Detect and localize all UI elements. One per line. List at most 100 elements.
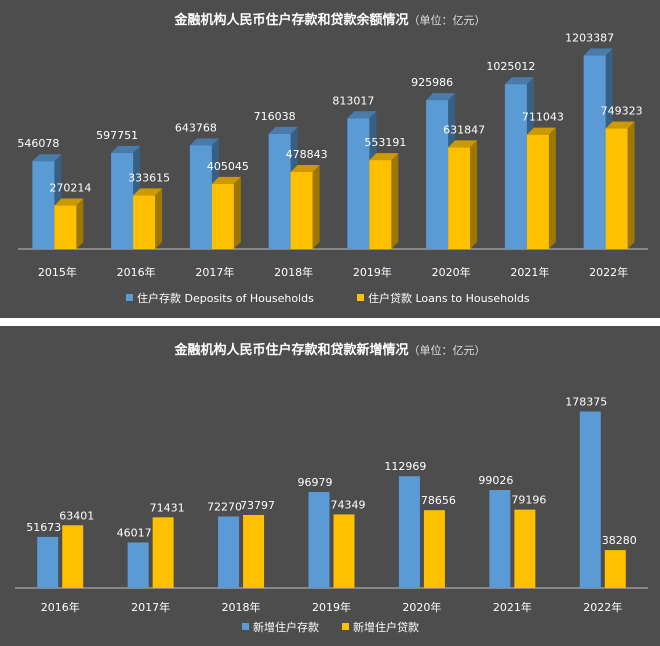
bar-top-0-0 — [32, 154, 62, 162]
bar-top-0-2 — [189, 138, 219, 146]
bar-top-1-3 — [290, 165, 320, 173]
chart-title-unit: （单位：亿元） — [409, 13, 486, 27]
data-label-0-7: 1203387 — [565, 32, 614, 45]
data-label-1-3: 74349 — [331, 498, 366, 511]
bar-1-5 — [514, 509, 536, 588]
bar-side-1-2 — [233, 176, 241, 249]
data-label-0-0: 546078 — [17, 137, 59, 150]
bar-top-1-1 — [133, 188, 163, 196]
chart-title: 金融机构人民币住户存款和贷款余额情况（单位：亿元） — [173, 12, 485, 28]
balance-chart-panel: 金融机构人民币住户存款和贷款余额情况（单位：亿元） 546078 270214 201… — [0, 0, 660, 318]
data-label-0-3: 716038 — [254, 110, 296, 123]
increase-chart-panel: 金融机构人民币住户存款和贷款新增情况（单位：亿元） 51673 63401 2016年… — [0, 326, 660, 646]
data-label-0-4: 112969 — [384, 460, 426, 473]
chart-title-unit: （单位：亿元） — [409, 343, 486, 357]
data-label-1-0: 270214 — [49, 182, 91, 195]
data-label-0-3: 96979 — [298, 476, 333, 489]
bar-side-1-4 — [391, 153, 399, 249]
x-tick-label-3: 2018年 — [274, 265, 313, 279]
x-tick-label-4: 2020年 — [402, 600, 441, 614]
data-label-1-2: 405045 — [207, 160, 249, 173]
x-tick-label-4: 2019年 — [353, 265, 392, 279]
bar-0-7 — [583, 55, 606, 250]
bar-0-4 — [347, 118, 370, 249]
bar-top-1-0 — [54, 198, 84, 206]
data-label-1-1: 71431 — [150, 501, 185, 514]
data-label-0-5: 99026 — [478, 474, 513, 487]
x-tick-label-6: 2021年 — [510, 265, 549, 279]
bar-1-6 — [526, 134, 549, 249]
bar-top-0-1 — [111, 145, 141, 153]
bar-1-0 — [62, 525, 84, 588]
data-label-1-0: 63401 — [59, 509, 94, 522]
data-label-0-1: 597751 — [96, 129, 138, 142]
data-label-0-6: 178375 — [565, 396, 607, 409]
bar-0-5 — [489, 490, 511, 588]
data-label-0-1: 46017 — [117, 526, 152, 539]
bar-0-0 — [32, 161, 55, 249]
x-tick-label-5: 2021年 — [493, 600, 532, 614]
x-tick-label-7: 2022年 — [589, 265, 628, 279]
bar-1-7 — [605, 128, 628, 249]
bar-side-1-6 — [548, 127, 556, 249]
bar-0-6 — [504, 84, 527, 249]
bar-top-0-6 — [504, 77, 534, 85]
bar-0-3 — [268, 133, 291, 249]
data-label-1-4: 553191 — [364, 136, 406, 149]
x-tick-label-0: 2015年 — [38, 265, 77, 279]
bar-0-0 — [37, 536, 59, 588]
bar-top-1-4 — [369, 153, 399, 161]
bar-side-1-0 — [76, 198, 84, 249]
legend-swatch-0 — [126, 294, 133, 301]
data-label-0-0: 51673 — [26, 521, 61, 534]
data-label-0-4: 813017 — [332, 94, 374, 107]
data-label-1-4: 78656 — [421, 494, 456, 507]
legend-swatch-1 — [342, 623, 349, 630]
bar-top-1-7 — [605, 121, 635, 129]
bar-top-0-3 — [268, 126, 298, 134]
bar-0-1 — [111, 152, 134, 249]
data-label-1-5: 79196 — [511, 494, 546, 507]
data-label-1-5: 631847 — [443, 123, 485, 136]
bar-1-2 — [243, 514, 265, 588]
x-tick-label-0: 2016年 — [41, 600, 80, 614]
data-label-0-5: 925986 — [411, 76, 453, 89]
bar-1-1 — [152, 517, 174, 588]
bar-0-4 — [398, 476, 420, 588]
bar-1-0 — [54, 205, 77, 249]
bar-top-1-5 — [448, 140, 478, 148]
balance-chart: 金融机构人民币住户存款和贷款余额情况（单位：亿元） 546078 270214 201… — [17, 12, 648, 305]
data-label-0-6: 1025012 — [486, 60, 535, 73]
data-label-0-2: 72270 — [207, 500, 242, 513]
bar-top-0-4 — [347, 111, 377, 119]
data-label-1-2: 73797 — [240, 499, 275, 512]
bar-top-1-2 — [211, 176, 241, 184]
data-label-1-6: 38280 — [602, 534, 637, 547]
data-label-1-3: 478843 — [286, 148, 328, 161]
bar-1-1 — [133, 195, 156, 249]
bar-0-1 — [127, 542, 149, 588]
legend-label-1: 新增住户贷款 — [353, 620, 419, 634]
x-tick-label-6: 2022年 — [583, 600, 622, 614]
data-label-0-2: 643768 — [175, 122, 217, 135]
bar-0-3 — [308, 492, 330, 588]
bar-1-3 — [333, 514, 355, 588]
bar-top-0-7 — [583, 48, 613, 56]
bar-side-1-1 — [155, 188, 163, 249]
bar-0-5 — [426, 100, 449, 249]
chart-title-text: 金融机构人民币住户存款和贷款余额情况 — [173, 12, 408, 28]
legend-label-1: 住户贷款 Loans to Households — [368, 291, 530, 305]
bar-1-2 — [211, 183, 234, 249]
bar-1-5 — [448, 147, 471, 249]
bar-1-4 — [369, 160, 392, 249]
bar-side-1-5 — [470, 140, 478, 249]
x-tick-label-2: 2017年 — [195, 265, 234, 279]
x-tick-label-1: 2016年 — [117, 265, 156, 279]
data-label-1-6: 711043 — [522, 111, 564, 124]
legend-swatch-1 — [357, 294, 364, 301]
bar-0-6 — [579, 411, 601, 588]
chart-title-text: 金融机构人民币住户存款和贷款新增情况 — [173, 342, 408, 358]
x-tick-label-5: 2020年 — [432, 265, 471, 279]
bar-side-1-3 — [312, 165, 320, 249]
